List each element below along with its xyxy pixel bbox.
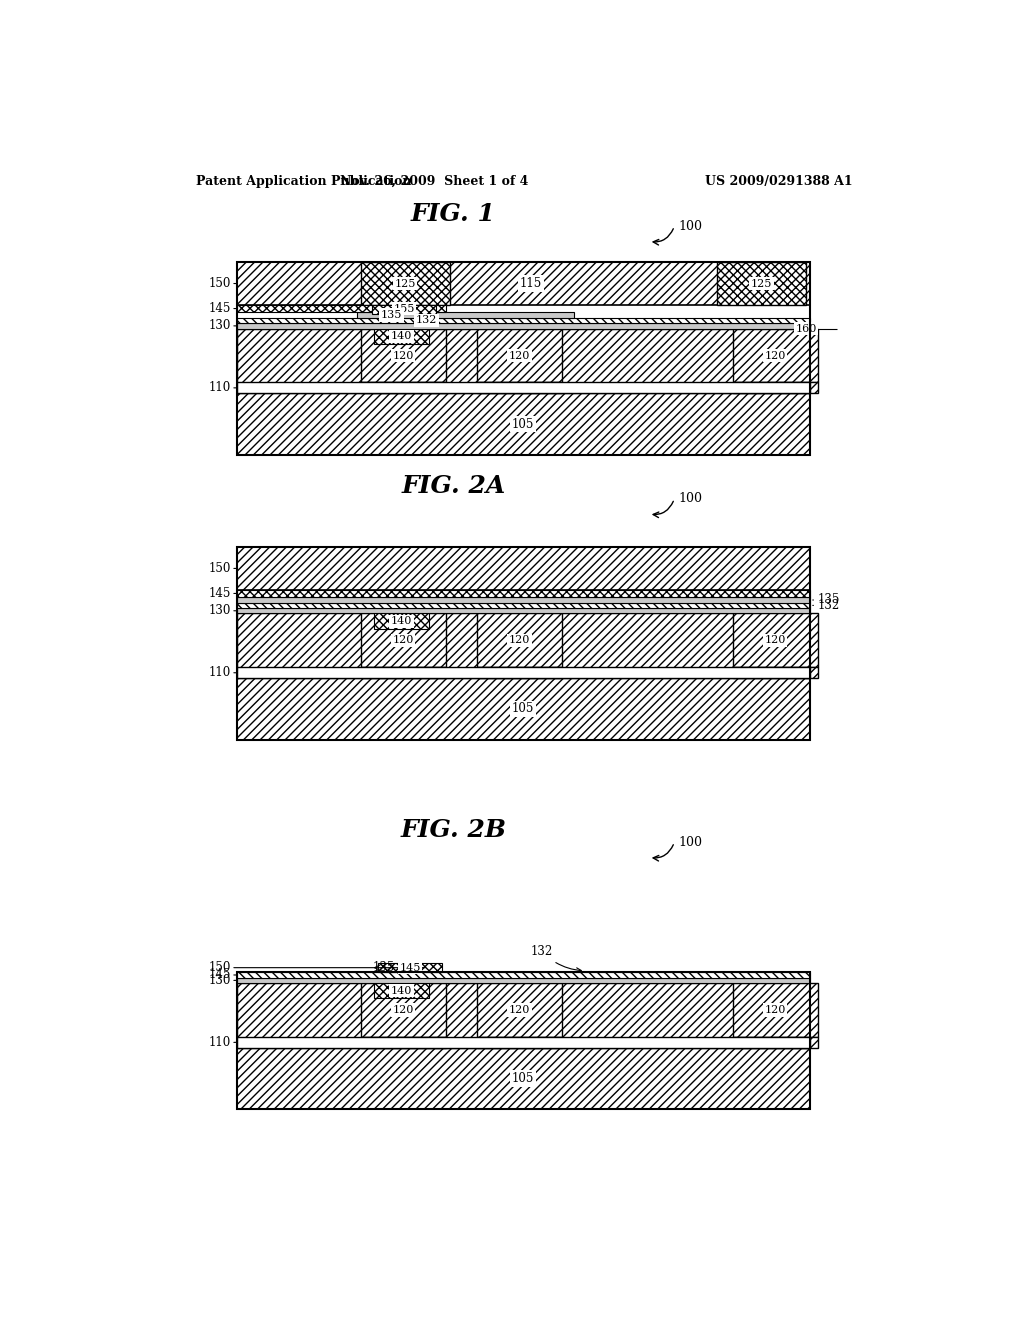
Text: Patent Application Publication: Patent Application Publication: [197, 176, 412, 187]
Text: 132: 132: [818, 599, 840, 612]
Text: 110: 110: [209, 381, 231, 395]
Text: 132: 132: [531, 945, 582, 973]
Text: US 2009/0291388 A1: US 2009/0291388 A1: [706, 176, 853, 187]
Text: FIG. 2A: FIG. 2A: [401, 474, 506, 498]
Text: 120: 120: [392, 1005, 414, 1015]
Bar: [237, 548, 810, 590]
Bar: [477, 329, 562, 383]
Text: 155: 155: [393, 304, 415, 314]
Bar: [237, 978, 810, 983]
Bar: [732, 614, 818, 668]
Bar: [356, 313, 573, 318]
Bar: [378, 964, 442, 973]
Bar: [237, 548, 810, 739]
Bar: [717, 263, 806, 305]
Text: 105: 105: [512, 1072, 535, 1085]
Text: 145: 145: [209, 969, 231, 982]
Bar: [375, 614, 429, 628]
Text: 120: 120: [765, 351, 785, 360]
Text: 145: 145: [399, 962, 421, 973]
Bar: [372, 305, 435, 314]
Bar: [360, 383, 445, 393]
Text: Nov. 26, 2009  Sheet 1 of 4: Nov. 26, 2009 Sheet 1 of 4: [340, 176, 528, 187]
Bar: [237, 973, 810, 978]
Bar: [237, 983, 810, 1048]
Text: 140: 140: [391, 331, 413, 342]
Text: 130: 130: [209, 974, 231, 987]
Text: 120: 120: [509, 1005, 530, 1015]
Text: 150: 150: [209, 277, 231, 290]
Text: 120: 120: [509, 351, 530, 360]
Text: 120: 120: [392, 635, 414, 645]
Bar: [237, 323, 810, 329]
Bar: [477, 668, 562, 678]
Bar: [477, 383, 562, 393]
Text: 135: 135: [818, 594, 840, 606]
Bar: [237, 263, 810, 455]
Text: 120: 120: [392, 351, 414, 360]
Bar: [237, 318, 810, 323]
Bar: [375, 983, 429, 998]
Text: 150: 150: [209, 562, 231, 576]
Text: 125: 125: [394, 279, 416, 289]
Bar: [732, 983, 818, 1038]
Bar: [237, 305, 445, 313]
Bar: [732, 383, 818, 393]
Bar: [237, 1038, 810, 1048]
Text: 120: 120: [509, 635, 530, 645]
Text: 130: 130: [209, 319, 231, 333]
Bar: [237, 973, 810, 1109]
Bar: [237, 678, 810, 739]
Text: 115: 115: [520, 277, 542, 290]
Bar: [237, 609, 810, 614]
Text: 150: 150: [209, 961, 231, 974]
Bar: [237, 1048, 810, 1109]
Text: 132: 132: [416, 315, 437, 326]
Bar: [237, 668, 810, 678]
Text: 160: 160: [796, 323, 817, 334]
Bar: [237, 603, 810, 609]
Text: 120: 120: [765, 635, 785, 645]
Text: 100: 100: [678, 219, 702, 232]
Bar: [237, 329, 810, 393]
Text: 120: 120: [765, 1005, 785, 1015]
Text: 135: 135: [381, 310, 402, 319]
Text: 105: 105: [512, 702, 535, 715]
Bar: [375, 329, 429, 345]
Bar: [237, 263, 810, 305]
Text: 110: 110: [209, 1036, 231, 1049]
Text: 130: 130: [209, 605, 231, 618]
Bar: [477, 614, 562, 668]
Bar: [360, 329, 445, 383]
Text: 105: 105: [512, 417, 535, 430]
Text: 125: 125: [751, 279, 772, 289]
Bar: [732, 1038, 818, 1048]
Text: 145: 145: [209, 587, 231, 601]
Bar: [360, 614, 445, 668]
Bar: [732, 668, 818, 678]
Text: FIG. 1: FIG. 1: [411, 202, 496, 226]
Bar: [237, 383, 810, 393]
Bar: [237, 614, 810, 678]
Bar: [237, 590, 810, 598]
Bar: [360, 1038, 445, 1048]
Text: 140: 140: [391, 616, 413, 626]
Bar: [360, 263, 450, 305]
Text: 100: 100: [678, 492, 702, 506]
Bar: [732, 329, 818, 383]
Text: FIG. 2B: FIG. 2B: [400, 818, 507, 842]
Text: 135: 135: [372, 961, 394, 974]
Bar: [360, 668, 445, 678]
Text: 100: 100: [678, 836, 702, 849]
Bar: [477, 1038, 562, 1048]
Bar: [477, 983, 562, 1038]
Bar: [237, 393, 810, 455]
Text: 140: 140: [391, 986, 413, 995]
Text: 110: 110: [209, 667, 231, 680]
Bar: [237, 597, 810, 603]
Bar: [360, 983, 445, 1038]
Text: 145: 145: [209, 302, 231, 315]
